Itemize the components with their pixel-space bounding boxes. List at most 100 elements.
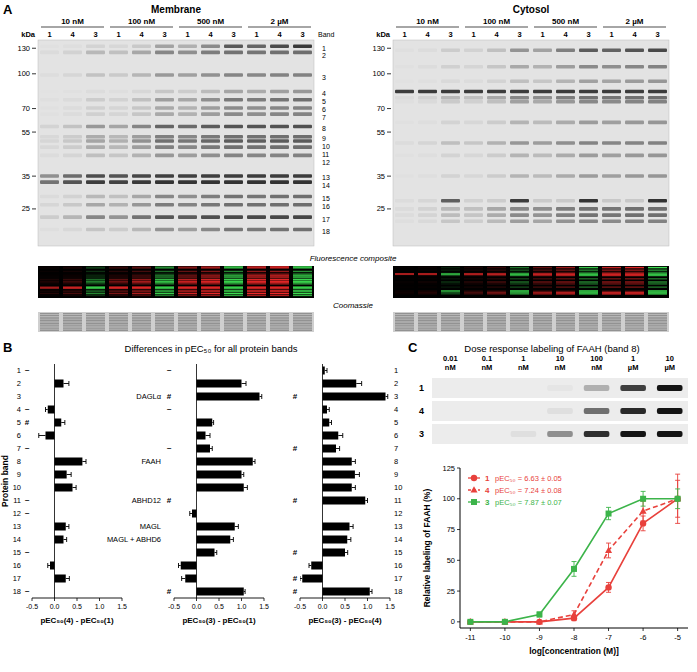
coomassie-band	[625, 313, 644, 314]
gel-band	[201, 180, 220, 184]
marker	[536, 618, 543, 624]
composite-band	[270, 271, 289, 272]
gel-row-label: 4	[419, 406, 424, 416]
gel-band	[155, 195, 174, 199]
gel-concentration-part: 1	[521, 354, 525, 363]
gel-band	[109, 180, 128, 184]
composite-band	[602, 292, 621, 293]
gel-band	[395, 121, 414, 125]
error-bar	[190, 511, 192, 516]
composite-band	[270, 287, 289, 288]
kda-marker: 100	[17, 69, 30, 78]
y-tick-label: 0	[451, 617, 455, 626]
coomassie-band	[395, 321, 414, 322]
gel-band	[464, 141, 483, 145]
bar	[197, 549, 215, 557]
gel-band	[648, 174, 667, 178]
gel-band	[510, 100, 529, 104]
coomassie-band	[487, 321, 506, 322]
error-cap	[216, 550, 217, 555]
coomassie-band	[556, 315, 575, 316]
coomassie-band	[86, 320, 105, 321]
composite-band	[224, 271, 243, 272]
gel-band	[510, 213, 529, 217]
composite-band	[270, 293, 289, 294]
coomassie-band	[40, 330, 59, 331]
gel-band	[155, 51, 174, 55]
composite-band	[178, 295, 197, 296]
x-tick-label: 0.0	[192, 603, 202, 610]
gel-band	[178, 44, 197, 48]
composite-band	[86, 266, 105, 267]
coomassie-band	[441, 320, 460, 321]
error-cap	[68, 524, 69, 529]
coomassie-band	[602, 328, 621, 329]
error-line	[67, 474, 72, 475]
composite-band	[63, 281, 82, 282]
composite-band	[178, 266, 197, 267]
coomassie-band	[464, 318, 483, 319]
x-tick	[54, 598, 55, 601]
composite-band	[648, 273, 667, 274]
composite-band	[441, 275, 460, 276]
composite-band	[132, 283, 151, 284]
gel-band	[86, 112, 105, 116]
coomassie-band	[533, 321, 552, 322]
composite-band	[178, 271, 197, 272]
composite-band	[418, 290, 437, 291]
gel-band	[533, 199, 552, 203]
composite-band	[155, 275, 174, 276]
gel-band	[40, 73, 59, 77]
error-cap	[372, 589, 373, 594]
composite-band	[40, 276, 59, 277]
gel-band	[132, 145, 151, 149]
gel-band	[602, 65, 621, 69]
coomassie-band	[602, 315, 621, 316]
coomassie-band	[625, 326, 644, 327]
composite-band	[556, 292, 575, 293]
composite-band	[247, 282, 266, 283]
gel-band	[556, 121, 575, 125]
gel-concentration-part: 1	[631, 354, 635, 363]
gel-band	[109, 90, 128, 94]
composite-band	[441, 281, 460, 282]
annotation-marker: #	[293, 548, 298, 557]
composite-band	[293, 271, 312, 272]
gel-concentration: 10nM	[555, 354, 566, 372]
composite-band	[155, 291, 174, 292]
gel-band	[293, 180, 312, 184]
gel-band	[40, 195, 59, 199]
marker	[471, 475, 477, 481]
bar	[323, 445, 337, 453]
composite-band	[556, 273, 575, 274]
coomassie-band	[395, 325, 414, 326]
y-tick-label: 1	[17, 366, 21, 375]
coomassie-band	[487, 315, 506, 316]
composite-band	[487, 267, 506, 268]
coomassie-band	[132, 328, 151, 329]
gel-band	[464, 174, 483, 178]
coomassie-band	[510, 328, 529, 329]
gel-band	[418, 199, 437, 203]
x-tick-label: 1.5	[259, 603, 269, 610]
coomassie-band	[201, 313, 220, 314]
error-cap	[355, 459, 356, 464]
composite-band	[86, 283, 105, 284]
error-bar	[675, 474, 680, 523]
gel-band	[625, 174, 644, 178]
composite-band	[579, 293, 598, 294]
composite-band	[109, 279, 128, 280]
gel-band	[511, 431, 537, 437]
composite-band	[510, 283, 529, 284]
coomassie-band	[579, 317, 598, 318]
composite-band	[487, 269, 506, 270]
coomassie-band	[270, 320, 289, 321]
coomassie-band	[579, 315, 598, 316]
coomassie-band	[395, 320, 414, 321]
composite-band	[464, 286, 483, 287]
error-bar	[370, 589, 372, 594]
gel-band	[487, 96, 506, 100]
bar	[323, 419, 330, 427]
composite-band	[510, 290, 529, 291]
composite-band	[224, 277, 243, 278]
